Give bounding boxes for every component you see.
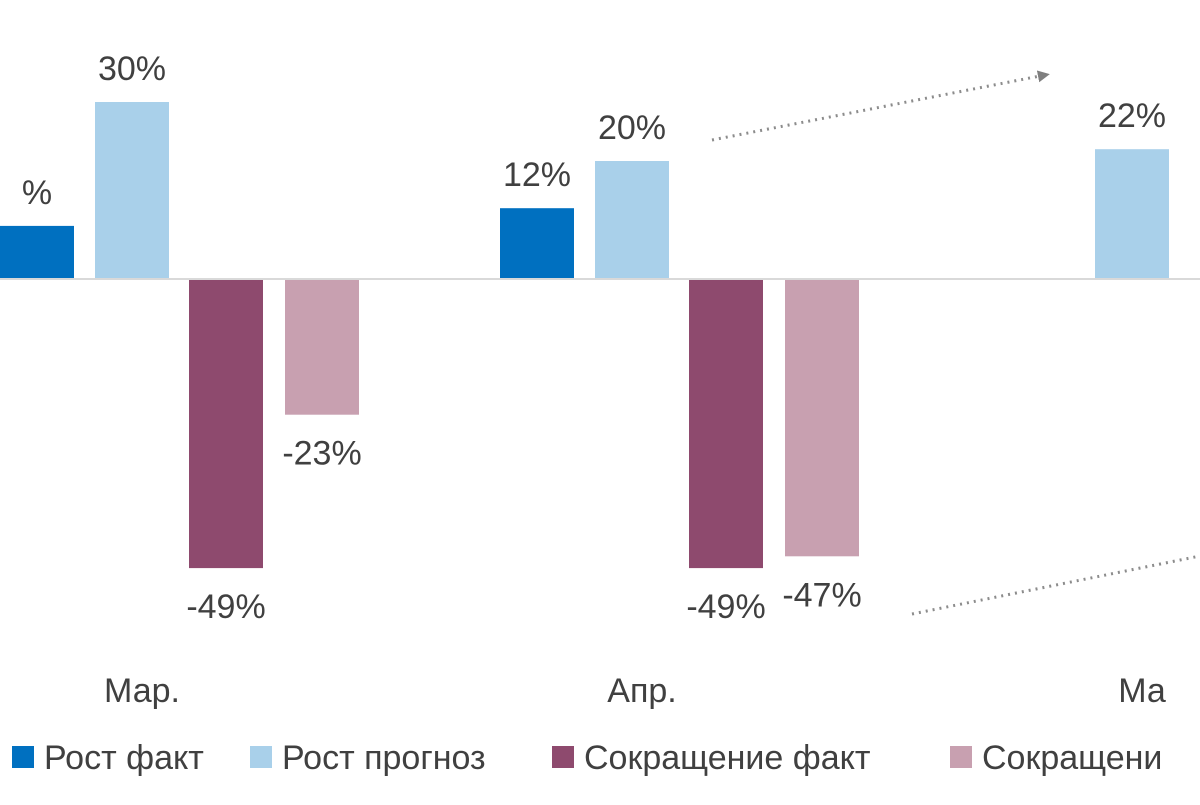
data-label-s2-c1: -49% [686,588,765,626]
data-label-s1-c0: 30% [98,50,166,88]
legend-label-0: Рост факт [44,739,204,777]
legend-swatch-2 [552,746,574,768]
legend: Рост факт Рост прогноз Сокращение факт Сокр… [12,739,1162,777]
legend-swatch-0 [12,746,34,768]
category-labels-layer: Мар. Апр. Ма [104,672,1166,710]
trend-arrow-upper [711,70,1050,142]
bar-s3-c0 [285,279,359,415]
bar-s1-c1 [595,161,669,279]
data-label-s2-c0: -49% [186,588,265,626]
bar-s1-c2 [1095,149,1169,279]
data-label-s0-c0: % [22,174,52,212]
legend-swatch-1 [250,746,272,768]
bar-s0-c1 [500,208,574,279]
data-label-s0-c1: 12% [503,156,571,194]
bar-s2-c1 [689,279,763,569]
legend-label-1: Рост прогноз [282,739,486,777]
legend-label-2: Сокращение факт [584,739,871,777]
data-label-s3-c1: -47% [782,576,861,614]
bars-layer [0,102,1169,569]
legend-swatch-3 [950,746,972,768]
trend-arrow-lower [911,554,1200,616]
category-label-1: Апр. [607,672,676,710]
bar-s1-c0 [95,102,169,279]
legend-label-3: Сокращени [982,739,1162,777]
data-label-s3-c0: -23% [282,435,361,473]
bar-s0-c0 [0,225,74,279]
data-label-s1-c1: 20% [598,109,666,147]
bar-s2-c0 [189,279,263,569]
data-labels-layer: % 12% 30% 20% 22% -49% -49% -23% -47% [22,50,1166,626]
category-label-0: Мар. [104,672,180,710]
category-label-2: Ма [1118,672,1166,710]
data-label-s1-c2: 22% [1098,97,1166,135]
bar-s3-c1 [785,279,859,557]
